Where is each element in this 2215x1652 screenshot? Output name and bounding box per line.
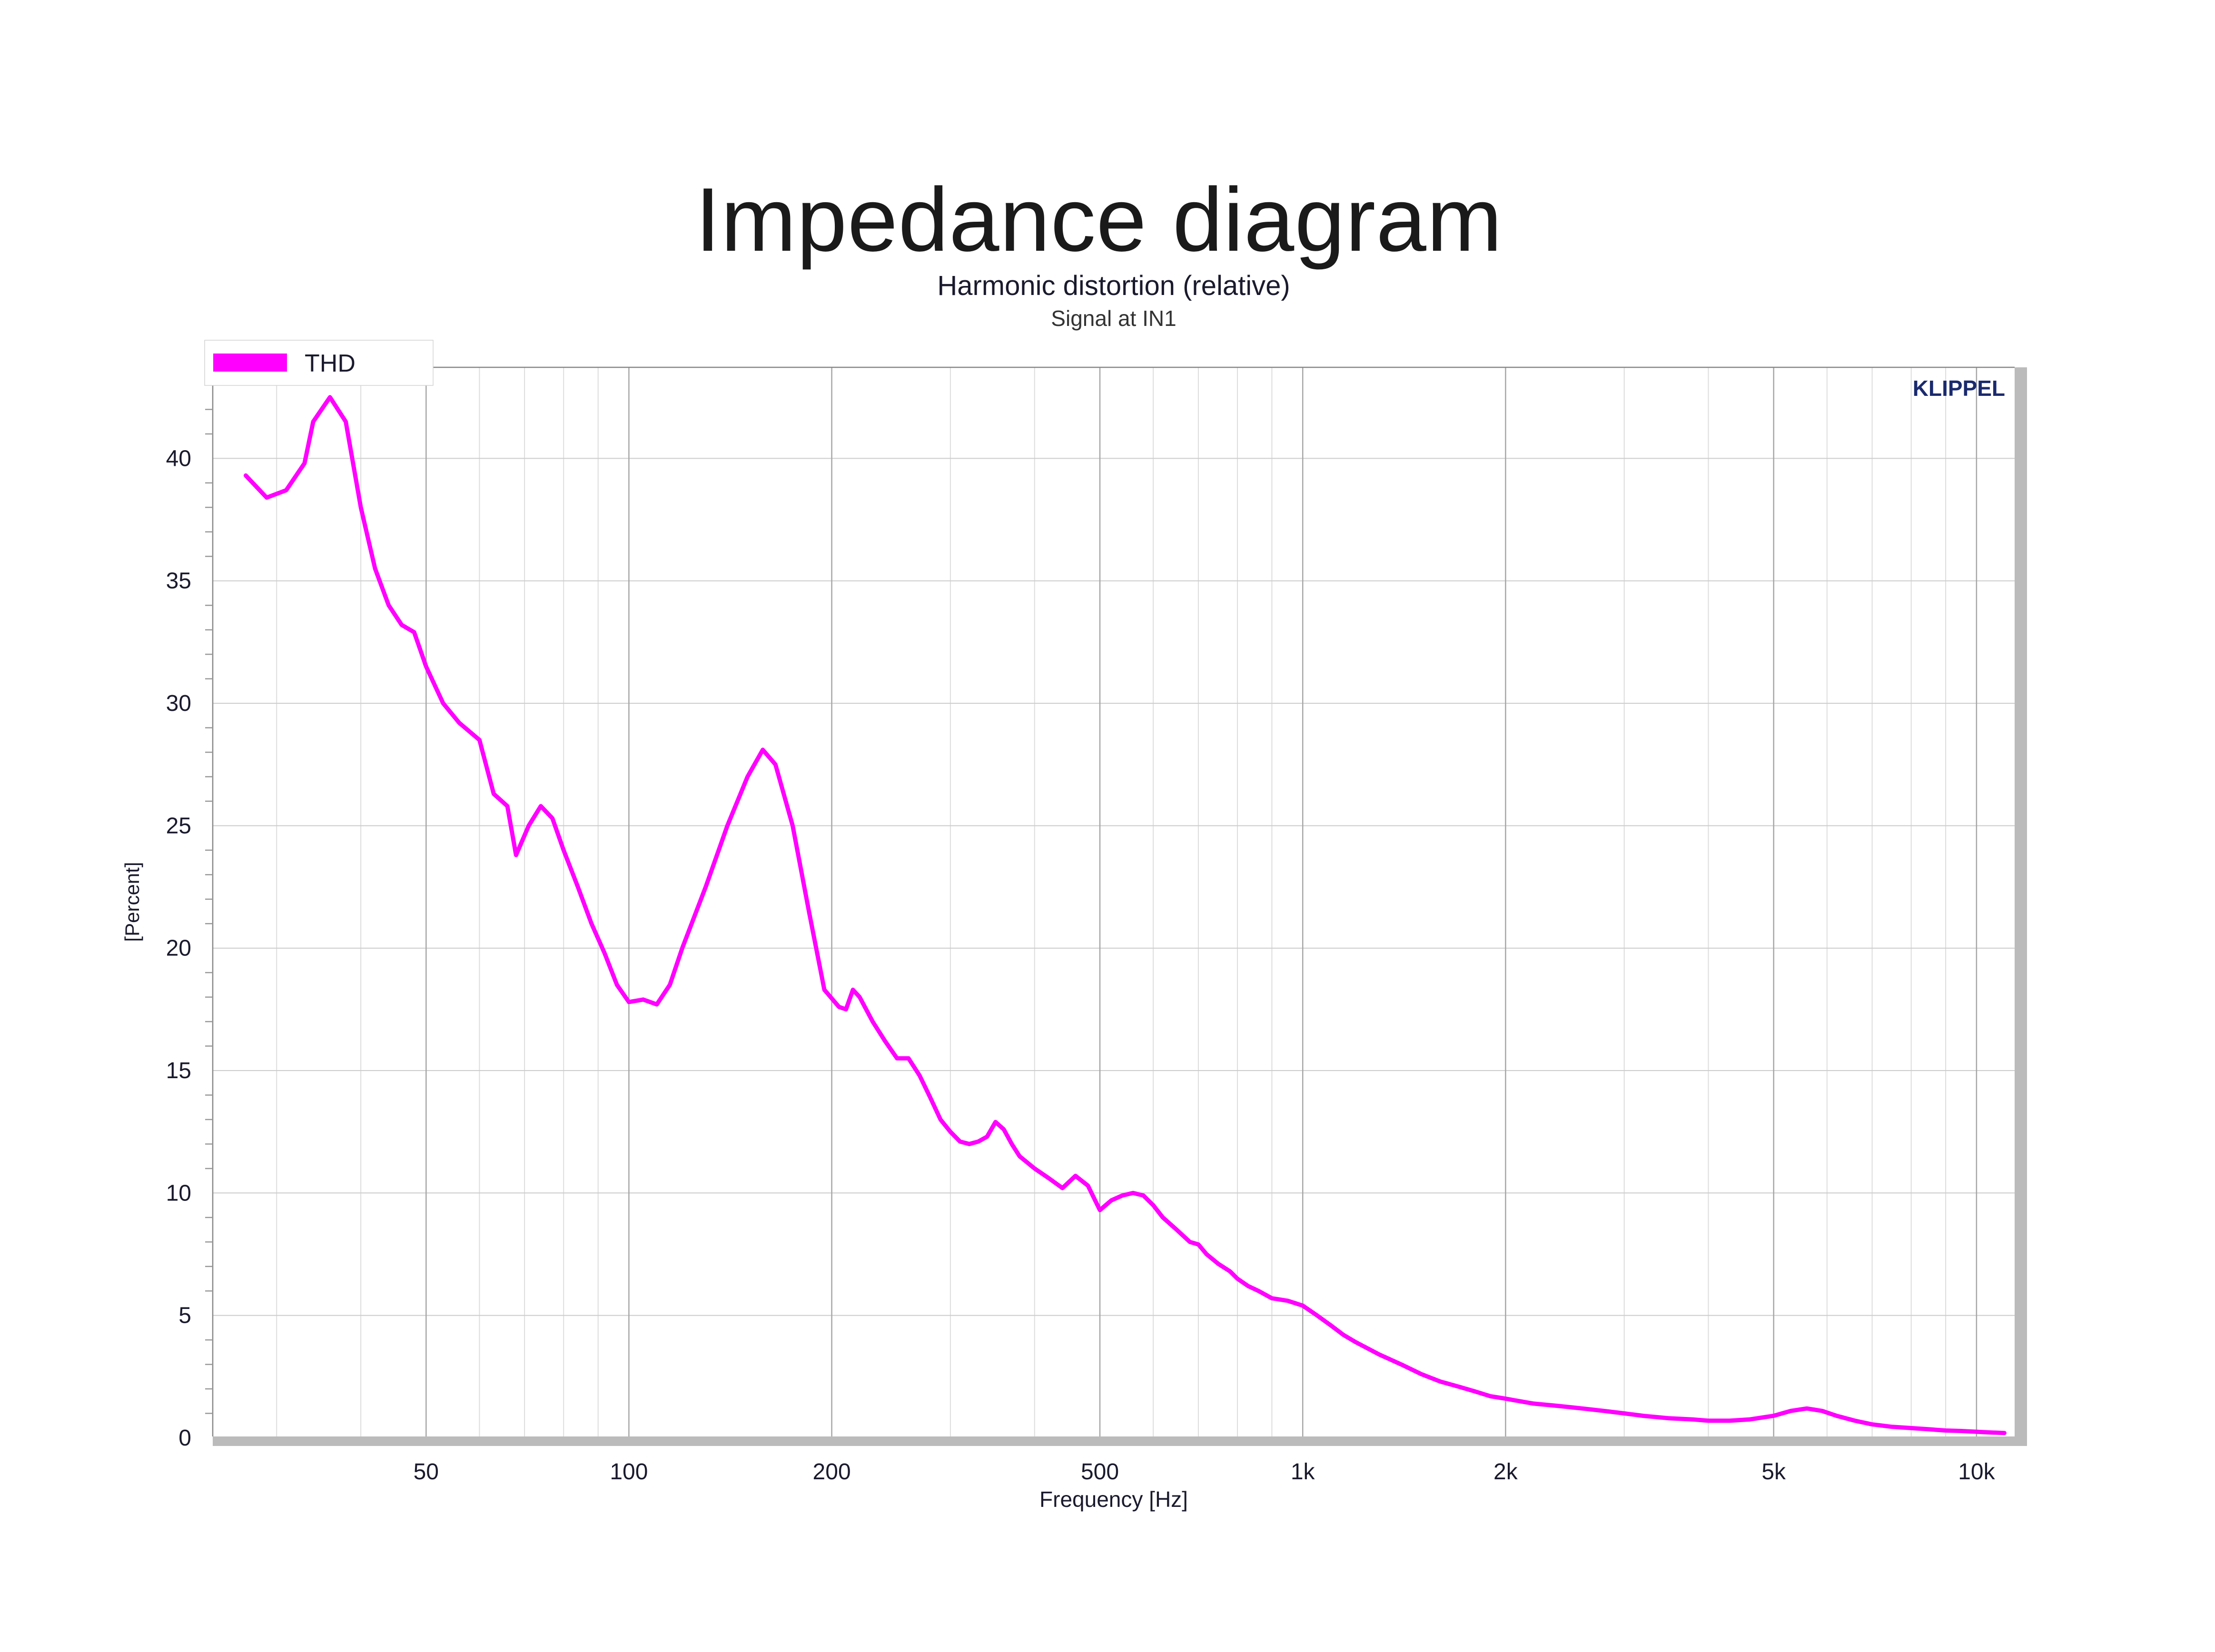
svg-text:25: 25 — [166, 813, 191, 838]
svg-text:Signal at IN1: Signal at IN1 — [1051, 306, 1176, 331]
svg-text:KLIPPEL: KLIPPEL — [1913, 376, 2005, 401]
svg-text:10k: 10k — [1958, 1459, 1995, 1485]
svg-text:0: 0 — [178, 1426, 191, 1451]
svg-text:35: 35 — [166, 569, 191, 594]
svg-text:40: 40 — [166, 446, 191, 471]
svg-text:1k: 1k — [1291, 1459, 1315, 1485]
svg-text:200: 200 — [813, 1459, 851, 1485]
svg-text:5: 5 — [178, 1303, 191, 1328]
svg-text:[Percent]: [Percent] — [121, 862, 143, 942]
svg-text:15: 15 — [166, 1058, 191, 1083]
svg-text:THD: THD — [305, 350, 356, 377]
svg-text:20: 20 — [166, 936, 191, 961]
svg-text:500: 500 — [1081, 1459, 1119, 1485]
svg-text:100: 100 — [610, 1459, 648, 1485]
svg-text:Harmonic distortion (relative): Harmonic distortion (relative) — [937, 270, 1290, 301]
svg-text:50: 50 — [414, 1459, 439, 1485]
svg-text:10: 10 — [166, 1180, 191, 1206]
svg-text:Frequency [Hz]: Frequency [Hz] — [1039, 1487, 1188, 1512]
svg-text:30: 30 — [166, 691, 191, 716]
svg-text:2k: 2k — [1493, 1459, 1518, 1485]
svg-text:5k: 5k — [1761, 1459, 1786, 1485]
